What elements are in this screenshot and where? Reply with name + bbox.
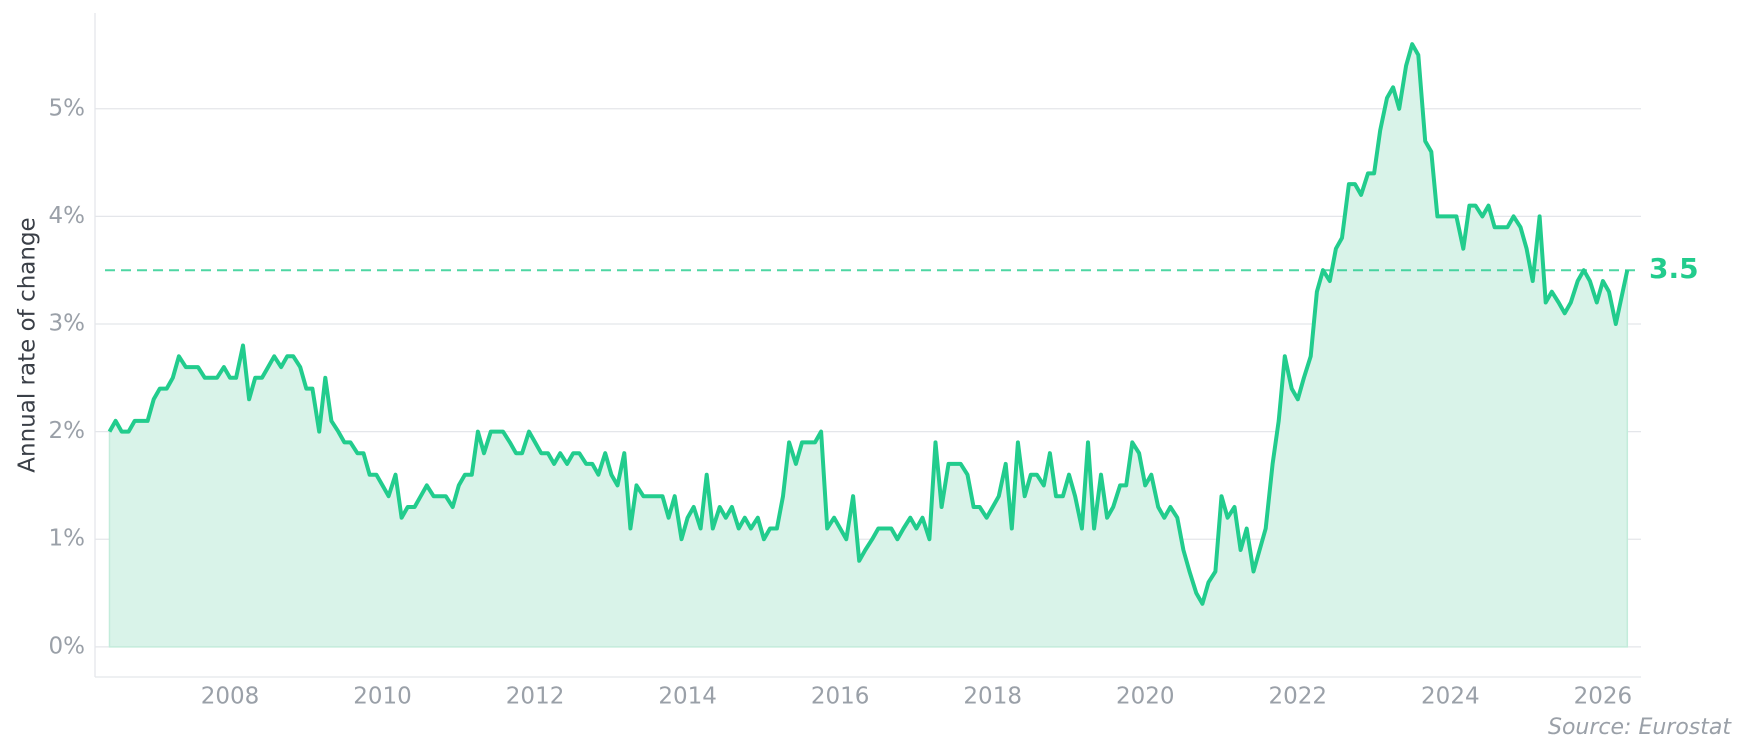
x-tick-label: 2012 <box>506 684 565 710</box>
x-tick-label: 2014 <box>658 684 717 710</box>
reference-label: 3.5 <box>1649 252 1699 285</box>
y-tick-label: 1% <box>49 526 86 552</box>
y-tick-label: 0% <box>49 633 86 659</box>
source-note: Source: Eurostat <box>1548 715 1732 740</box>
x-tick-label: 2026 <box>1574 684 1633 710</box>
x-tick-label: 2008 <box>201 684 260 710</box>
y-tick-label: 5% <box>49 95 86 121</box>
y-tick-label: 3% <box>49 311 86 337</box>
x-tick-label: 2018 <box>963 684 1022 710</box>
x-tick-label: 2024 <box>1421 684 1480 710</box>
x-tick-label: 2016 <box>811 684 870 710</box>
x-tick-label: 2020 <box>1116 684 1175 710</box>
y-axis-label: Annual rate of change <box>15 217 41 472</box>
x-tick-label: 2022 <box>1269 684 1328 710</box>
data-line <box>107 42 1630 606</box>
area-fill <box>108 42 1629 648</box>
y-tick-label: 4% <box>49 203 86 229</box>
y-tick-label: 2% <box>49 418 86 444</box>
x-tick-label: 2010 <box>353 684 412 710</box>
